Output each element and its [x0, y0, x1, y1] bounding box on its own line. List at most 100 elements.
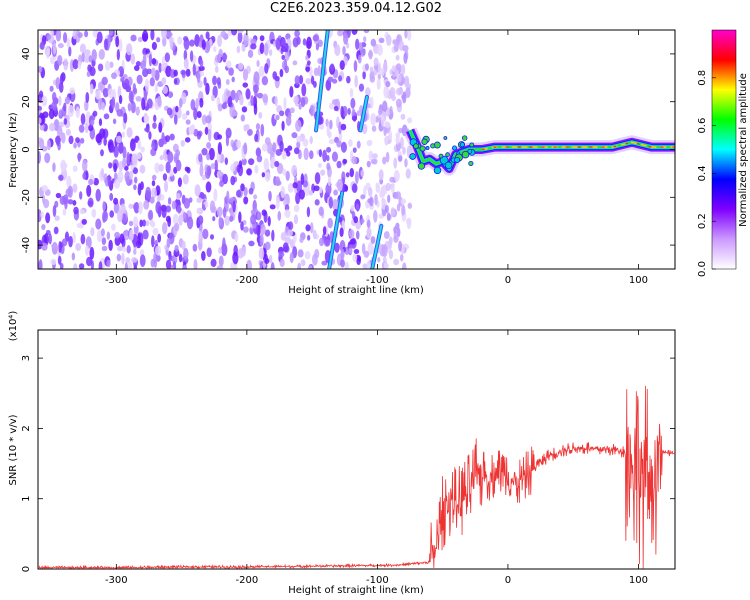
noise-cell [80, 233, 86, 245]
noise-cell [282, 242, 289, 253]
noise-cell [331, 99, 339, 105]
noise-cell [225, 90, 232, 97]
noise-cell [130, 101, 136, 114]
noise-cell [38, 209, 42, 223]
noise-cell [373, 57, 379, 67]
noise-cell [156, 195, 161, 203]
noise-cell [355, 220, 362, 230]
noise-cell [376, 78, 381, 90]
noise-cell [52, 42, 57, 55]
noise-cell [281, 54, 286, 61]
noise-cell [395, 98, 402, 108]
x-tick-label: 0 [505, 275, 511, 286]
noise-cell [383, 85, 390, 99]
noise-cell [239, 94, 244, 106]
noise-cell [369, 196, 374, 207]
noise-cell [192, 243, 198, 252]
onset-blob [461, 135, 468, 141]
noise-cell [66, 37, 71, 48]
noise-cell [274, 75, 280, 82]
noise-cell [89, 66, 96, 77]
onset-blob [454, 156, 461, 163]
noise-cell [129, 138, 136, 152]
noise-cell [350, 204, 355, 212]
noise-cell [72, 165, 78, 173]
noise-cell [275, 114, 280, 121]
noise-cell [366, 160, 371, 168]
y-tick-label: -20 [21, 189, 32, 205]
noise-cell [269, 204, 276, 210]
noise-cell [368, 150, 374, 161]
noise-cell [208, 147, 215, 161]
noise-cell [109, 144, 116, 153]
noise-cell [238, 211, 242, 224]
noise-cell [320, 169, 326, 176]
noise-cell [398, 155, 403, 162]
noise-cell [312, 253, 318, 266]
noise-cell [172, 213, 179, 225]
noise-cell [151, 187, 157, 199]
noise-cell [194, 34, 200, 47]
noise-cell [407, 117, 413, 124]
noise-cell [217, 141, 223, 155]
noise-cell [167, 197, 172, 205]
noise-cell [373, 209, 378, 223]
noise-cell [309, 222, 314, 234]
noise-cell [79, 209, 85, 215]
noise-cell [302, 138, 309, 147]
noise-cell [97, 63, 104, 72]
noise-cell [406, 219, 412, 230]
noise-cell [407, 30, 412, 41]
onset-blob [445, 152, 450, 157]
noise-cell [116, 245, 123, 252]
noise-cell [67, 199, 74, 205]
noise-cell [139, 254, 146, 267]
y-tick-label: 3 [21, 355, 32, 361]
noise-cell [366, 139, 373, 147]
noise-cell [254, 85, 258, 98]
noise-cell [237, 248, 244, 259]
noise-cell [213, 188, 218, 202]
noise-cell [293, 95, 299, 105]
noise-cell [175, 159, 182, 172]
noise-cell [133, 264, 138, 269]
noise-cell [42, 111, 49, 119]
noise-cell [234, 232, 239, 243]
noise-cell [293, 204, 300, 213]
noise-cell [270, 262, 275, 269]
noise-cell [77, 60, 82, 70]
noise-cell [401, 204, 406, 216]
noise-cell [309, 104, 314, 117]
noise-cell [365, 87, 371, 97]
noise-cell [306, 60, 311, 66]
noise-cell [370, 236, 376, 244]
noise-cell [399, 254, 404, 262]
noise-cell [138, 201, 143, 215]
noise-cell [336, 160, 342, 169]
noise-cell [143, 200, 150, 210]
noise-cell [139, 219, 143, 228]
noise-cell [217, 169, 222, 178]
noise-cell [90, 227, 95, 237]
noise-cell [175, 105, 179, 113]
noise-cell [196, 71, 201, 84]
noise-cell [149, 196, 155, 204]
noise-cell [214, 65, 219, 73]
noise-cell [329, 30, 333, 37]
snr-series-line [38, 385, 675, 569]
noise-cell [314, 199, 320, 206]
noise-cell [241, 158, 247, 166]
noise-cell [62, 194, 69, 205]
noise-cell [284, 65, 289, 74]
noise-cell [104, 60, 111, 71]
noise-cell [388, 249, 394, 260]
noise-cell [142, 30, 149, 42]
noise-cell [237, 30, 244, 34]
noise-cell [322, 149, 327, 163]
noise-cell [385, 34, 392, 46]
noise-cell [161, 132, 165, 145]
noise-cell [353, 60, 358, 73]
noise-cell [248, 240, 255, 247]
noise-cell [124, 165, 129, 171]
noise-cell [333, 189, 338, 196]
